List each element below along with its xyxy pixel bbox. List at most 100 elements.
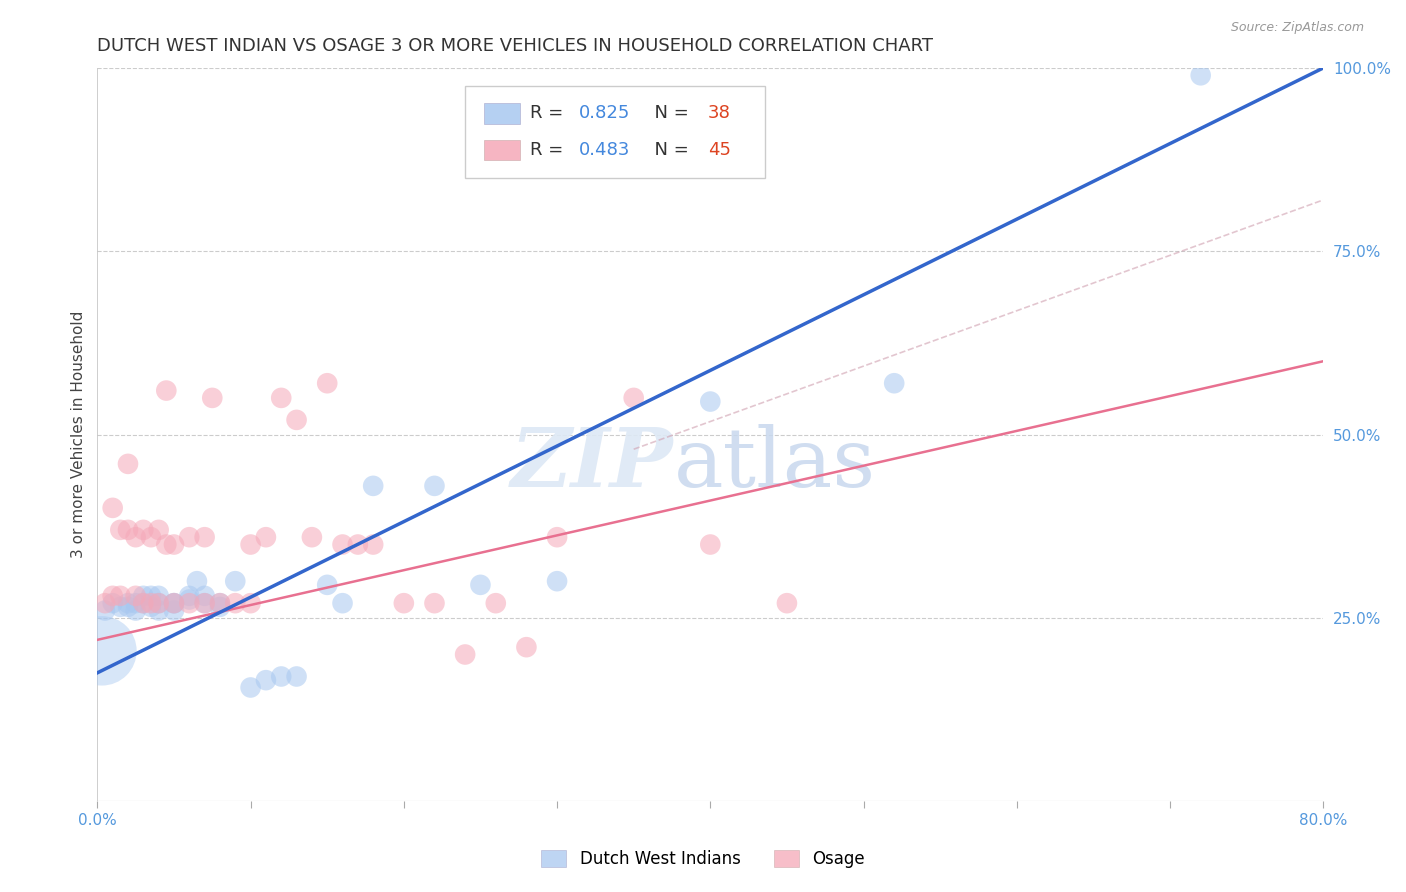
Point [270,669,292,683]
Point [194,530,217,544]
Text: DUTCH WEST INDIAN VS OSAGE 3 OR MORE VEHICLES IN HOUSEHOLD CORRELATION CHART: DUTCH WEST INDIAN VS OSAGE 3 OR MORE VEH… [97,37,934,55]
Point [347,537,370,551]
Point [139,596,162,610]
Point [332,596,354,610]
Point [179,596,201,610]
Point [132,596,155,610]
Point [132,523,155,537]
Text: 38: 38 [707,104,731,122]
Y-axis label: 3 or more Vehicles in Household: 3 or more Vehicles in Household [72,311,86,558]
Point [101,589,124,603]
Point [163,603,186,617]
Point [124,530,146,544]
Point [101,500,124,515]
Point [285,413,308,427]
Point [270,391,292,405]
Point [361,479,384,493]
Text: N =: N = [643,104,695,122]
Text: ZIP: ZIP [510,424,673,504]
Point [148,596,170,610]
Point [139,530,162,544]
Point [546,530,568,544]
Point [132,589,155,603]
Point [194,596,217,610]
Point [132,596,155,610]
Point [224,574,246,589]
Point [776,596,799,610]
Point [124,589,146,603]
Point [254,530,277,544]
Point [194,589,217,603]
Point [117,599,139,614]
Point [285,669,308,683]
Point [139,589,162,603]
Point [124,603,146,617]
Point [423,479,446,493]
Point [454,648,477,662]
Point [117,596,139,610]
Point [201,391,224,405]
Point [392,596,415,610]
Point [179,589,201,603]
Point [301,530,323,544]
Point [179,530,201,544]
Text: atlas: atlas [673,424,876,504]
Point [316,578,339,592]
Text: N =: N = [643,141,695,159]
Text: R =: R = [530,141,569,159]
Point [423,596,446,610]
Point [117,523,139,537]
Point [155,537,177,551]
Point [239,681,262,695]
FancyBboxPatch shape [484,140,520,161]
Point [224,596,246,610]
Point [148,523,170,537]
Point [239,537,262,551]
Point [148,589,170,603]
Point [316,376,339,391]
Point [139,599,162,614]
Point [470,578,492,592]
Point [148,596,170,610]
Point [110,523,132,537]
Point [94,603,117,617]
FancyBboxPatch shape [484,103,520,124]
Point [163,596,186,610]
Point [163,537,186,551]
Point [883,376,905,391]
Point [208,596,231,610]
Point [194,596,217,610]
Point [332,537,354,551]
Point [110,589,132,603]
Text: 0.825: 0.825 [579,104,630,122]
Point [124,596,146,610]
Point [515,640,537,655]
Point [208,599,231,614]
Point [155,384,177,398]
Point [148,603,170,617]
Text: 45: 45 [707,141,731,159]
Point [94,596,117,610]
Point [101,596,124,610]
Point [485,596,508,610]
Point [186,574,208,589]
Point [361,537,384,551]
Point [163,596,186,610]
Point [546,574,568,589]
Point [179,592,201,607]
Point [699,537,721,551]
Point [163,596,186,610]
Legend: Dutch West Indians, Osage: Dutch West Indians, Osage [534,843,872,875]
Point [699,394,721,409]
FancyBboxPatch shape [465,87,765,178]
Point [239,596,262,610]
Text: Source: ZipAtlas.com: Source: ZipAtlas.com [1230,21,1364,34]
Point [208,596,231,610]
Point [110,599,132,614]
Point [623,391,645,405]
Point [117,457,139,471]
Point [91,644,114,658]
Text: R =: R = [530,104,569,122]
Point [1189,68,1212,82]
Text: 0.483: 0.483 [579,141,630,159]
